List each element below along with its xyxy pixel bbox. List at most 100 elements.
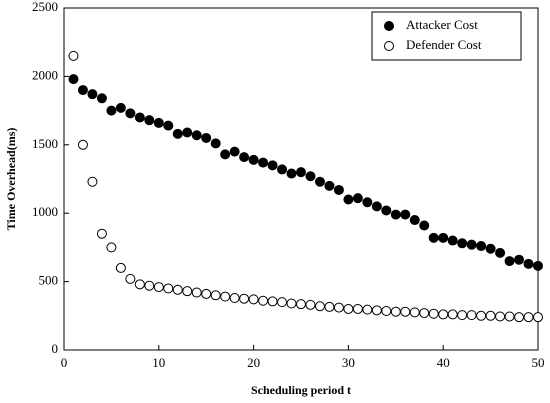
point [277,164,288,175]
point [466,239,477,250]
point [296,299,306,310]
point [476,241,487,252]
legend-label: Defender Cost [406,37,482,52]
x-axis-title: Scheduling period t [251,383,351,397]
point [220,291,231,302]
point [68,50,79,61]
point [324,180,335,191]
point [504,311,515,322]
point [371,201,382,212]
point [153,117,164,128]
point [258,295,269,306]
x-tick-label: 10 [152,355,165,370]
point [96,93,107,104]
legend-box [371,11,522,61]
x-tick-label: 20 [247,355,260,370]
point [504,256,515,267]
point [191,130,202,141]
point [248,294,259,305]
legend-marker [384,21,394,31]
point [409,307,420,318]
point [485,310,496,321]
point [343,303,354,314]
point [125,273,136,284]
point [77,85,88,96]
point [277,297,288,308]
point [125,108,136,119]
x-tick-label: 40 [437,355,450,370]
point [400,209,411,220]
point [343,194,354,205]
point [381,205,392,216]
point [333,184,344,195]
point [428,232,439,243]
y-tick-label: 2000 [32,67,58,82]
legend-marker [384,41,394,51]
point [267,160,278,171]
point [400,306,411,317]
point [419,220,430,231]
point [362,304,373,315]
y-tick-label: 2500 [32,0,58,14]
point [220,149,231,160]
point [333,302,344,313]
point [201,132,212,143]
point [305,299,316,310]
point [314,301,325,312]
point [248,154,259,165]
point [314,176,325,187]
point [447,235,458,246]
point [87,176,98,187]
point [201,288,212,299]
point [523,258,534,269]
point [390,209,401,220]
point [144,280,155,291]
point [68,74,79,85]
point [229,293,240,304]
point [258,157,269,168]
point [438,309,449,320]
y-tick-label: 1500 [32,136,58,151]
y-axis-title: Time Overhead(ms) [4,128,18,231]
point [286,168,297,179]
point [153,282,164,293]
point [106,242,117,253]
point [163,120,174,131]
point [495,311,506,322]
point [144,115,155,126]
point [96,228,107,239]
point [447,309,458,320]
point [371,305,382,316]
point [495,247,506,258]
point [163,283,174,294]
point [305,171,316,182]
legend-label: Attacker Cost [406,17,478,32]
point [210,290,221,301]
point [485,243,496,254]
point [428,308,439,319]
point [286,298,297,309]
point [87,89,98,100]
point [172,128,183,139]
x-tick-label: 50 [532,355,545,370]
plot-frame [63,7,539,351]
point [419,308,430,319]
point [514,312,525,323]
point [191,287,202,298]
point [106,105,117,116]
point [362,197,373,208]
point [409,215,420,226]
point [182,286,193,297]
x-tick-label: 30 [342,355,355,370]
point [514,254,525,265]
y-tick-label: 500 [39,273,59,288]
point [324,301,335,312]
point [438,232,449,243]
point [239,152,250,163]
point [229,146,240,157]
point [77,139,88,150]
point [457,238,468,249]
point [381,306,392,317]
point [533,260,543,271]
